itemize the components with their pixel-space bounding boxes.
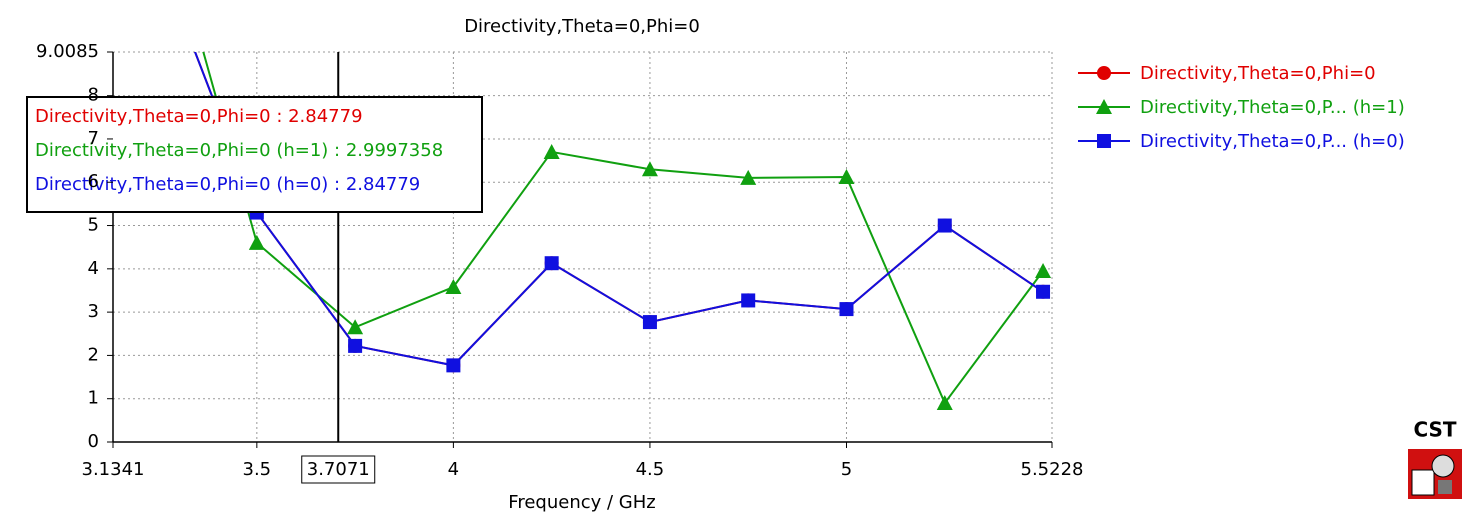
- y-tick-label: 4: [88, 258, 99, 279]
- marker: [741, 293, 756, 308]
- marker: [543, 143, 560, 159]
- cursor-x-label: 3.7071: [307, 459, 370, 480]
- marker: [1035, 262, 1052, 278]
- marker: [641, 161, 658, 177]
- marker: [1036, 284, 1051, 299]
- readout-box: [26, 96, 483, 213]
- y-tick-label: 8: [88, 85, 99, 106]
- x-axis-label: Frequency / GHz: [508, 492, 655, 513]
- series-line: [202, 52, 1044, 406]
- marker: [838, 169, 855, 185]
- legend-label: Directivity,Theta=0,P... (h=0): [1140, 131, 1405, 152]
- logo-text: CST: [1413, 418, 1456, 442]
- marker: [544, 256, 559, 271]
- marker: [740, 169, 757, 185]
- y-tick-label: 5: [88, 215, 99, 236]
- marker: [937, 218, 952, 233]
- logo-shape: [1411, 469, 1435, 496]
- x-tick-label: 3.5: [243, 459, 272, 480]
- marker: [248, 234, 265, 250]
- x-tick-label: 4: [448, 459, 459, 480]
- y-tick-label: 6: [88, 171, 99, 192]
- readout-text: Directivity,Theta=0,Phi=0 : 2.84779: [35, 106, 363, 127]
- overlay: 3.7071 Directivity,Theta=0,Phi=0 : 2.8477…: [26, 52, 483, 484]
- marker: [446, 358, 461, 373]
- y-tick-label: 1: [88, 388, 99, 409]
- logo-shape: [1431, 454, 1455, 478]
- legend-label: Directivity,Theta=0,Phi=0: [1140, 63, 1376, 84]
- marker: [348, 338, 363, 353]
- marker: [936, 395, 953, 411]
- readout-text: Directivity,Theta=0,Phi=0 (h=0) : 2.8477…: [35, 174, 420, 195]
- series-line: [193, 52, 1044, 367]
- chart-title: Directivity,Theta=0,Phi=0: [464, 16, 700, 37]
- logo: CST: [1408, 418, 1462, 499]
- logo-shape: [1438, 480, 1452, 494]
- marker: [1097, 66, 1111, 80]
- x-tick-label: 5.5228: [1021, 459, 1084, 480]
- x-tick-label: 3.1341: [82, 459, 145, 480]
- marker: [445, 279, 462, 295]
- marker: [347, 319, 364, 335]
- y-tick-label: 2: [88, 344, 99, 365]
- readout-text: Directivity,Theta=0,Phi=0 (h=1) : 2.9997…: [35, 140, 443, 161]
- legend-label: Directivity,Theta=0,P... (h=1): [1140, 97, 1405, 118]
- y-tick-label: 7: [88, 128, 99, 149]
- y-tick-label: 0: [88, 431, 99, 452]
- marker: [1096, 99, 1112, 114]
- marker: [1097, 134, 1111, 148]
- marker: [839, 302, 854, 317]
- x-tick-label: 4.5: [636, 459, 665, 480]
- cursor-x-box: [301, 455, 376, 484]
- marker: [642, 315, 657, 330]
- x-tick-label: 5: [841, 459, 852, 480]
- y-tick-label: 9.0085: [36, 41, 99, 62]
- y-tick-label: 3: [88, 301, 99, 322]
